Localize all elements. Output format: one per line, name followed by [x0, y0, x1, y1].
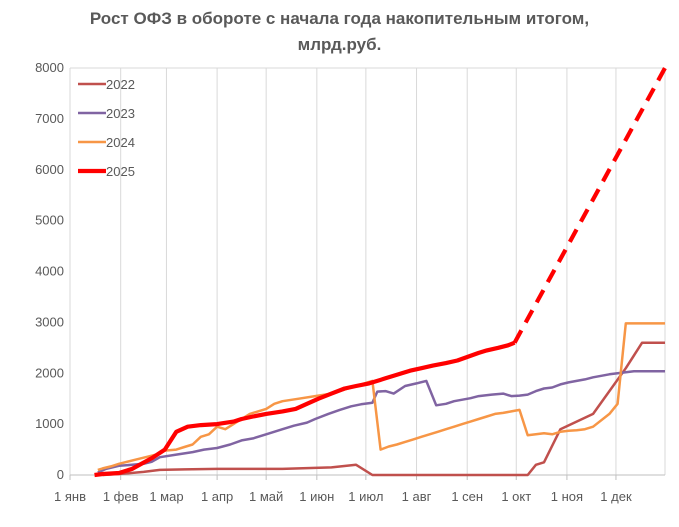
- series-group: [94, 66, 667, 478]
- series-line-2025: [94, 340, 516, 478]
- x-tick-label: 1 апр: [201, 489, 233, 504]
- y-tick-label: 5000: [35, 213, 64, 228]
- x-tick-label: 1 июл: [348, 489, 383, 504]
- chart-title-line1: Рост ОФЗ в обороте с начала года накопит…: [89, 9, 590, 28]
- x-tick-label: 1 июн: [299, 489, 334, 504]
- series-line-2024: [97, 322, 665, 472]
- x-tick-label: 1 май: [249, 489, 283, 504]
- x-tick-label: 1 ноя: [551, 489, 583, 504]
- y-tick-label: 4000: [35, 264, 64, 279]
- axes: 0 1000 2000 3000 4000 5000 6000 7000 8000 1 янв 1 …: [35, 60, 665, 504]
- series-line-2023: [97, 369, 665, 474]
- legend-label-2022: 2022: [106, 77, 135, 92]
- y-tick-label: 8000: [35, 60, 64, 75]
- series-line-2025-прогноз: [512, 66, 667, 344]
- y-tick-label: 2000: [35, 365, 64, 380]
- x-tick-label: 1 фев: [103, 489, 139, 504]
- grid-lines: [69, 67, 666, 475]
- x-tick-label: 1 мар: [149, 489, 183, 504]
- y-tick-label: 7000: [35, 111, 64, 126]
- legend: 2022 2023 2024 2025: [78, 77, 135, 179]
- x-tick-label: 1 окт: [501, 489, 531, 504]
- y-tick-label: 0: [57, 467, 64, 482]
- chart-title: Рост ОФЗ в обороте с начала года накопит…: [0, 6, 679, 58]
- x-tick-label: 1 дек: [600, 489, 632, 504]
- y-tick-label: 3000: [35, 314, 64, 329]
- x-tick-label: 1 сен: [451, 489, 483, 504]
- legend-label-2024: 2024: [106, 135, 135, 150]
- y-tick-label: 6000: [35, 162, 64, 177]
- legend-label-2025: 2025: [106, 164, 135, 179]
- chart-title-line2: млрд.руб.: [297, 35, 382, 54]
- y-tick-label: 1000: [35, 416, 64, 431]
- x-tick-label: 1 янв: [54, 489, 86, 504]
- legend-label-2023: 2023: [106, 106, 135, 121]
- x-tick-label: 1 авг: [402, 489, 432, 504]
- series-line-2022: [102, 341, 665, 477]
